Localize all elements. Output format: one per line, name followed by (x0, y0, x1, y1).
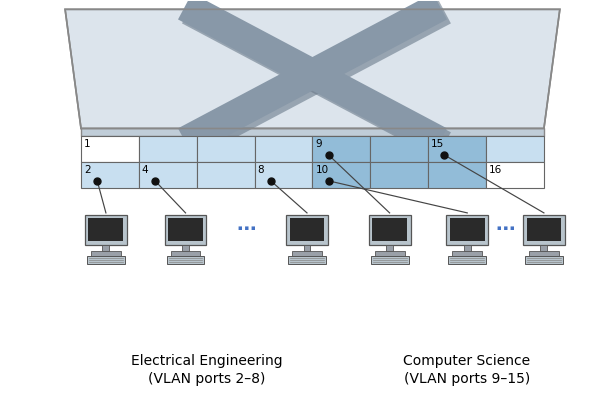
Bar (313, 137, 370, 162)
Bar (372, 219, 407, 241)
Bar (255, 162, 313, 188)
Bar (292, 251, 322, 256)
Text: 8: 8 (258, 165, 264, 175)
Text: Electrical Engineering: Electrical Engineering (131, 354, 282, 368)
Text: 15: 15 (431, 139, 445, 149)
Bar (290, 219, 324, 241)
Text: 1: 1 (84, 139, 91, 149)
Bar (255, 137, 313, 162)
Bar (166, 256, 204, 263)
Bar (171, 251, 201, 256)
Bar (428, 137, 486, 162)
Bar (453, 251, 482, 256)
Text: 4: 4 (142, 165, 149, 175)
Bar (486, 137, 544, 162)
Bar (450, 219, 484, 241)
Text: 16: 16 (489, 165, 502, 175)
Bar (448, 256, 486, 263)
Bar (103, 245, 109, 251)
Bar (81, 162, 139, 188)
Bar (371, 256, 408, 263)
Text: 10: 10 (316, 165, 328, 175)
Bar (81, 137, 139, 162)
Bar (168, 219, 203, 241)
Bar (375, 251, 405, 256)
Bar (313, 162, 370, 188)
FancyBboxPatch shape (85, 215, 127, 245)
Polygon shape (81, 129, 544, 137)
Polygon shape (65, 9, 560, 129)
Bar (540, 245, 548, 251)
Bar (525, 256, 563, 263)
Text: Computer Science: Computer Science (403, 354, 530, 368)
FancyBboxPatch shape (165, 215, 206, 245)
Bar (87, 256, 125, 263)
Bar (196, 162, 255, 188)
Bar (526, 219, 561, 241)
Bar (386, 245, 393, 251)
Text: (VLAN ports 2–8): (VLAN ports 2–8) (148, 372, 265, 386)
Text: ⋯: ⋯ (496, 220, 515, 239)
Bar (464, 245, 471, 251)
Bar (196, 137, 255, 162)
Text: ⋯: ⋯ (236, 220, 256, 239)
Polygon shape (182, 0, 451, 158)
Bar (428, 162, 486, 188)
FancyBboxPatch shape (523, 215, 565, 245)
Bar (182, 245, 189, 251)
Polygon shape (182, 0, 451, 158)
Text: 9: 9 (316, 139, 322, 149)
Bar (139, 137, 196, 162)
Text: 2: 2 (84, 165, 91, 175)
Bar (486, 162, 544, 188)
FancyBboxPatch shape (369, 215, 411, 245)
Polygon shape (178, 0, 447, 155)
FancyBboxPatch shape (446, 215, 488, 245)
Polygon shape (178, 0, 447, 155)
Bar (288, 256, 326, 263)
Bar (139, 162, 196, 188)
Bar (529, 251, 559, 256)
Bar (88, 219, 123, 241)
Bar (91, 251, 121, 256)
FancyBboxPatch shape (286, 215, 328, 245)
Bar (303, 245, 311, 251)
Bar (370, 137, 428, 162)
Text: (VLAN ports 9–15): (VLAN ports 9–15) (403, 372, 530, 386)
Bar (370, 162, 428, 188)
